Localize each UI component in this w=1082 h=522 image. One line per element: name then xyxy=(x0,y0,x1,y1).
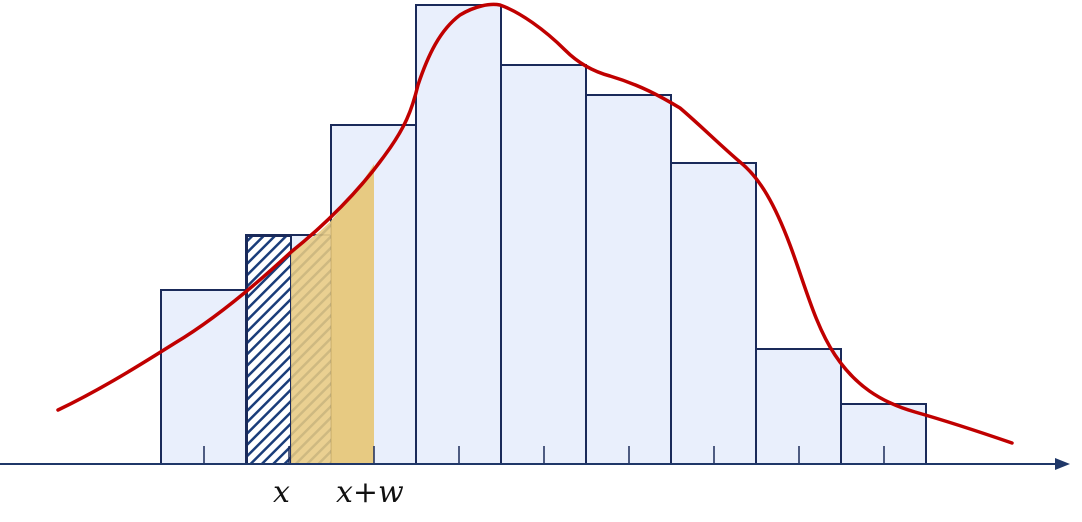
histogram-bar xyxy=(160,289,247,465)
histogram-bar xyxy=(585,94,672,465)
density-curve xyxy=(56,2,1014,445)
label-x-plus-w: x+w xyxy=(336,475,404,510)
highlight-hatch-overlay xyxy=(291,222,331,464)
histogram-bar xyxy=(415,4,502,465)
bin-ticks xyxy=(203,446,885,464)
histogram-bar xyxy=(500,64,587,465)
histogram-bar xyxy=(755,348,842,465)
histogram-bar xyxy=(670,162,757,465)
label-x: x xyxy=(273,475,290,510)
x-axis-arrowhead xyxy=(1055,458,1070,470)
